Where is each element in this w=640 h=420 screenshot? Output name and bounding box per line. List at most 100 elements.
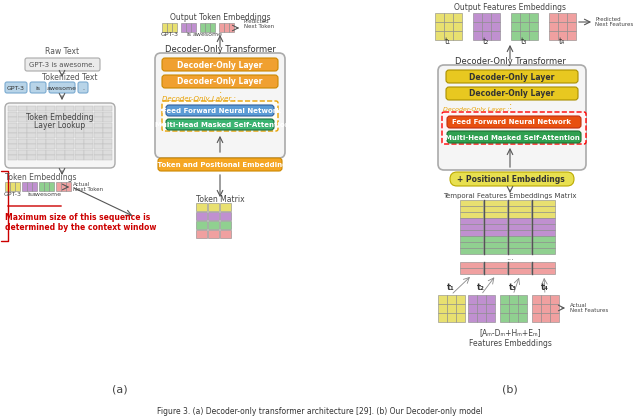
Bar [27, 117, 36, 122]
Bar [220, 212, 231, 220]
Bar [486, 295, 495, 304]
Bar [84, 123, 93, 128]
Bar [484, 242, 507, 247]
Bar [66, 182, 70, 191]
Bar [46, 150, 55, 155]
Bar [65, 111, 74, 116]
FancyBboxPatch shape [166, 105, 274, 116]
Bar [93, 106, 102, 111]
Text: t₁: t₁ [445, 37, 451, 45]
FancyBboxPatch shape [162, 75, 278, 88]
Bar [74, 139, 83, 144]
Bar [468, 304, 477, 312]
Bar [529, 13, 538, 21]
Bar [17, 117, 26, 122]
Bar [65, 117, 74, 122]
Bar [8, 150, 17, 155]
Bar [22, 182, 26, 191]
Text: Token Embedding: Token Embedding [26, 113, 93, 123]
Bar [200, 23, 205, 32]
Bar [435, 22, 444, 31]
Text: ...: ... [506, 254, 514, 262]
Bar [486, 313, 495, 321]
Bar [220, 203, 231, 211]
Bar [518, 295, 527, 304]
Text: Token Embeddings: Token Embeddings [5, 173, 77, 181]
Bar [27, 150, 36, 155]
Bar [508, 268, 531, 273]
Text: Decoder-Only Layer :: Decoder-Only Layer : [443, 108, 509, 113]
Bar [460, 212, 483, 218]
Bar [484, 218, 507, 223]
Bar [509, 313, 518, 321]
Bar [208, 203, 219, 211]
Bar [84, 106, 93, 111]
Bar [456, 295, 465, 304]
Bar [103, 150, 112, 155]
Bar [532, 206, 555, 212]
Text: awesome: awesome [193, 32, 223, 37]
FancyBboxPatch shape [162, 101, 278, 131]
Bar [520, 13, 529, 21]
Bar [460, 218, 483, 223]
Text: Predicted
Next Token: Predicted Next Token [244, 18, 274, 29]
Bar [56, 117, 65, 122]
Text: Temporal Features Embeddings Matrix: Temporal Features Embeddings Matrix [444, 193, 577, 199]
Bar [65, 139, 74, 144]
Bar [508, 236, 531, 241]
Bar [477, 304, 486, 312]
Bar [167, 23, 172, 32]
Bar [84, 117, 93, 122]
Bar [567, 13, 575, 21]
Bar [210, 23, 214, 32]
Bar [460, 206, 483, 212]
Bar [17, 111, 26, 116]
Bar [17, 139, 26, 144]
Bar [8, 155, 17, 160]
Bar [508, 206, 531, 212]
Bar [27, 128, 36, 133]
Bar [219, 23, 223, 32]
Bar [205, 23, 209, 32]
Bar [500, 304, 509, 312]
Bar [8, 139, 17, 144]
Bar [17, 106, 26, 111]
Bar [36, 139, 45, 144]
Bar [460, 268, 483, 273]
FancyBboxPatch shape [162, 58, 278, 71]
Bar [84, 144, 93, 149]
Text: t₁: t₁ [447, 283, 455, 291]
Bar [36, 111, 45, 116]
Bar [468, 313, 477, 321]
Bar [74, 144, 83, 149]
Bar [74, 128, 83, 133]
Bar [46, 123, 55, 128]
Bar [549, 22, 557, 31]
Bar [508, 262, 531, 268]
Bar [84, 133, 93, 138]
Bar [65, 106, 74, 111]
Bar [17, 150, 26, 155]
Bar [532, 200, 555, 205]
Bar [529, 31, 538, 39]
Bar [56, 111, 65, 116]
Bar [93, 111, 102, 116]
Bar [484, 224, 507, 229]
Bar [27, 182, 31, 191]
Text: Decoder-Only Layer :: Decoder-Only Layer : [162, 96, 236, 102]
Text: Output Token Embeddings: Output Token Embeddings [170, 13, 270, 23]
Bar [15, 182, 19, 191]
Bar [473, 31, 481, 39]
Bar [541, 304, 550, 312]
Bar [508, 230, 531, 236]
Bar [509, 295, 518, 304]
Bar [508, 212, 531, 218]
Bar [532, 242, 555, 247]
Bar [17, 155, 26, 160]
Bar [511, 13, 520, 21]
Bar [532, 304, 541, 312]
FancyBboxPatch shape [49, 82, 75, 93]
FancyBboxPatch shape [166, 119, 274, 130]
Text: Output Features Embeddings: Output Features Embeddings [454, 3, 566, 13]
FancyBboxPatch shape [442, 112, 586, 144]
